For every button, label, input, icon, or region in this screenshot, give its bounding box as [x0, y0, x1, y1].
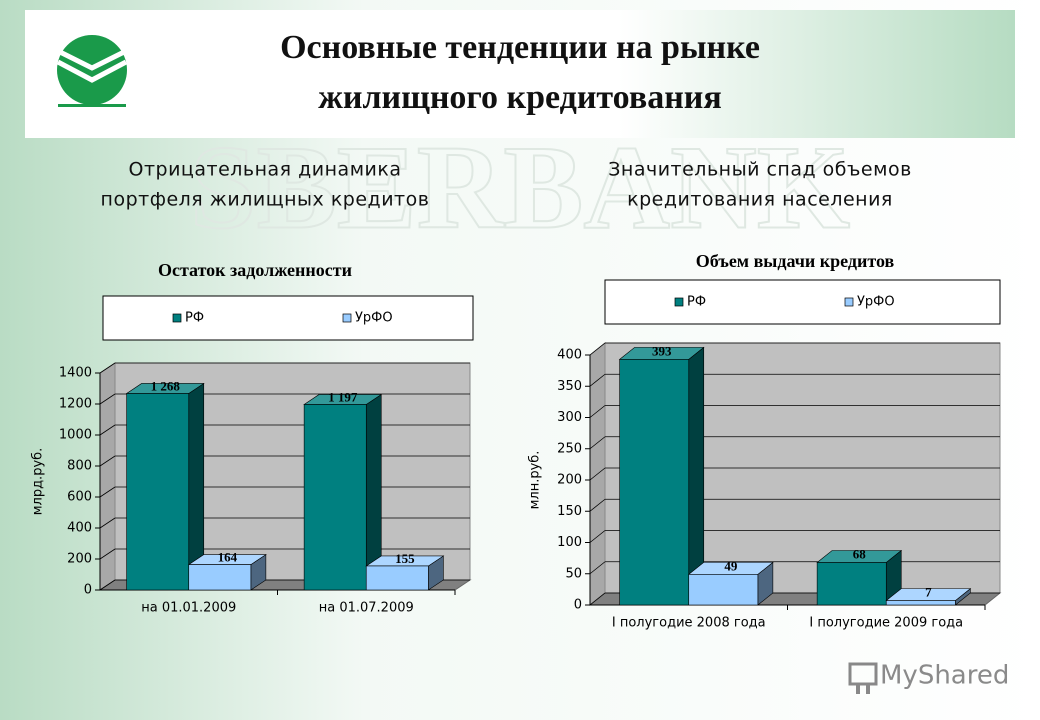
data-label: 49: [724, 558, 738, 573]
bar: [687, 561, 774, 606]
bar: [816, 549, 903, 606]
y-tick-label: 400: [67, 521, 92, 536]
legend-label: УрФО: [857, 295, 895, 310]
y-tick-label: 400: [557, 348, 582, 363]
y-tick-label: 100: [557, 535, 582, 550]
grid-side: [589, 530, 606, 543]
grid-side: [99, 424, 116, 436]
legend-swatch: [844, 297, 854, 307]
header: [25, 10, 1015, 138]
grid-side: [589, 405, 606, 418]
slide-title: жилищного кредитования: [318, 79, 722, 116]
data-label: 155: [395, 551, 415, 566]
bar: [365, 555, 445, 591]
bar: [885, 588, 972, 606]
y-tick-label: 200: [557, 473, 582, 488]
bar: [303, 393, 383, 591]
grid-side: [99, 362, 116, 374]
y-tick-label: 200: [67, 552, 92, 567]
chart-subtitle: Отрицательная динамика: [129, 159, 402, 181]
data-label: 1 197: [328, 389, 358, 404]
grid-side: [589, 342, 606, 356]
bar-front: [619, 359, 690, 606]
legend-label: РФ: [687, 295, 706, 310]
side-wall: [99, 362, 116, 591]
bar: [125, 382, 205, 591]
grid-line: [99, 362, 470, 374]
grid-side: [99, 548, 116, 560]
y-tick-label: 0: [84, 583, 92, 598]
bar-front: [126, 393, 190, 591]
bar-front: [303, 404, 367, 591]
grid-side: [99, 579, 116, 591]
chart-subtitle: портфеля жилищных кредитов: [101, 189, 430, 211]
chart-subtitle: Значительный спад объемов: [608, 159, 912, 181]
data-label: 393: [652, 343, 672, 358]
y-tick-label: 1400: [59, 366, 92, 381]
grid-side: [99, 517, 116, 529]
y-axis-label: млн.руб.: [528, 451, 543, 510]
grid-side: [589, 498, 606, 512]
y-tick-label: 300: [557, 410, 582, 425]
grid-side: [99, 486, 116, 498]
brand-logo: [848, 662, 878, 694]
y-tick-label: 150: [557, 504, 582, 519]
legend-label: РФ: [185, 311, 204, 326]
chart-title: Объем выдачи кредитов: [696, 251, 895, 271]
legend-swatch: [342, 313, 352, 323]
grid-side: [99, 393, 116, 405]
y-tick-label: 50: [565, 566, 582, 581]
y-tick-label: 1000: [59, 428, 92, 443]
grid-side: [589, 436, 606, 450]
chart-title: Остаток задолженности: [158, 260, 352, 280]
legend-swatch: [674, 297, 684, 307]
grid-side: [589, 467, 606, 481]
data-label: 68: [853, 546, 867, 561]
grid-side: [99, 455, 116, 467]
bar: [187, 554, 267, 591]
y-tick-label: 350: [557, 379, 582, 394]
brand: MyShared: [880, 661, 1009, 691]
slide-title: Основные тенденции на рынке: [280, 29, 760, 66]
bar-front: [816, 562, 887, 606]
legend-box: [604, 279, 1001, 325]
y-tick-label: 600: [67, 490, 92, 505]
y-tick-label: 0: [574, 598, 582, 613]
y-tick-label: 1200: [59, 397, 92, 412]
bar: [618, 346, 705, 606]
grid-line: [589, 342, 1000, 356]
data-label: 1 268: [151, 378, 181, 393]
watermark: SBERBANK: [190, 121, 850, 254]
legend-box: [102, 295, 474, 341]
y-tick-label: 800: [67, 459, 92, 474]
bar-front: [365, 565, 429, 591]
legend-label: УрФО: [355, 311, 393, 326]
legend-swatch: [172, 313, 182, 323]
logo: [56, 35, 128, 107]
data-label: 7: [925, 585, 932, 600]
grid-side: [589, 592, 606, 606]
bar-front: [688, 574, 759, 606]
x-tick-label: I полугодие 2008 года: [612, 616, 766, 631]
y-tick-label: 250: [557, 441, 582, 456]
grid-side: [589, 561, 606, 575]
x-tick-label: на 01.07.2009: [319, 601, 414, 616]
x-tick-label: I полугодие 2009 года: [809, 616, 963, 631]
chart-subtitle: кредитования населения: [627, 189, 893, 211]
y-axis-label: млрд.руб.: [31, 448, 46, 516]
data-label: 164: [218, 550, 238, 565]
grid-side: [589, 373, 606, 387]
x-tick-label: на 01.01.2009: [141, 601, 236, 616]
bar-front: [885, 600, 956, 606]
bar-front: [188, 564, 252, 591]
